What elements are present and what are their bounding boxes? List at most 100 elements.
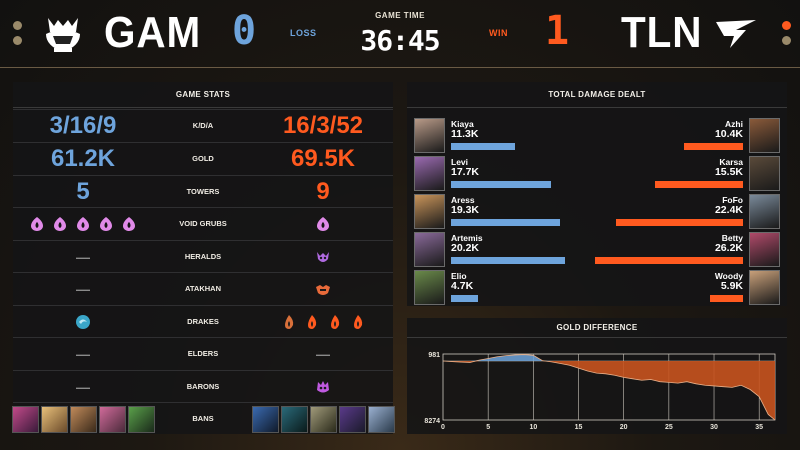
x-tick-label: 5 bbox=[486, 424, 490, 431]
stat-row-gold: 61.2K GOLD 69.5K bbox=[13, 142, 393, 174]
player-name: FoFo bbox=[722, 195, 743, 205]
gold-difference-title: GOLD DIFFERENCE bbox=[407, 318, 787, 338]
champion-portrait bbox=[414, 232, 445, 267]
gam-logo-icon bbox=[46, 18, 80, 52]
x-tick-label: 35 bbox=[755, 424, 763, 431]
right-team-score: 1 bbox=[545, 8, 570, 54]
champion-portrait bbox=[749, 232, 780, 267]
damage-bar bbox=[451, 257, 566, 264]
stat-row-elders: — ELDERS — bbox=[13, 337, 393, 369]
left-team-score: 0 bbox=[232, 8, 257, 54]
right-drakes bbox=[281, 314, 366, 330]
damage-bar bbox=[451, 219, 561, 226]
x-tick-label: 30 bbox=[710, 424, 718, 431]
left-menu-dots[interactable] bbox=[13, 21, 23, 47]
right-bans bbox=[251, 405, 395, 433]
player-name: Aress bbox=[451, 195, 475, 205]
damage-value: 17.7K bbox=[451, 166, 480, 178]
champion-portrait bbox=[749, 194, 780, 229]
ban-champion-portrait bbox=[11, 405, 39, 433]
stat-label: GOLD bbox=[192, 154, 214, 163]
stat-label: DRAKES bbox=[187, 317, 219, 326]
stat-row-towers: 5 TOWERS 9 bbox=[13, 175, 393, 207]
ban-champion-portrait bbox=[367, 405, 395, 433]
left-gold: 61.2K bbox=[50, 145, 116, 172]
damage-bar bbox=[451, 295, 478, 302]
gold-lead-area-left bbox=[443, 354, 775, 361]
x-tick-label: 20 bbox=[620, 424, 628, 431]
ban-champion-portrait bbox=[280, 405, 308, 433]
stat-label: HERALDS bbox=[184, 252, 222, 261]
gold-difference-line bbox=[442, 354, 776, 421]
damage-bar bbox=[709, 295, 743, 302]
total-damage-panel: TOTAL DAMAGE DEALT Kiaya 11.3K Azhi 10.4K Le… bbox=[407, 82, 787, 306]
stat-row-void-grubs: VOID GRUBS bbox=[13, 207, 393, 239]
player-name: Kiaya bbox=[451, 119, 474, 129]
baron-icon bbox=[317, 381, 329, 393]
damage-value: 11.3K bbox=[451, 128, 479, 140]
void-grub-icon bbox=[77, 217, 89, 231]
stat-label: VOID GRUBS bbox=[179, 219, 227, 228]
damage-bar bbox=[655, 181, 743, 188]
herald-icon bbox=[317, 252, 329, 262]
ban-champion-portrait bbox=[127, 405, 155, 433]
ocean-drake-icon bbox=[76, 315, 90, 329]
stat-row-heralds: — HERALDS bbox=[13, 240, 393, 272]
x-tick-label: 0 bbox=[441, 424, 445, 431]
right-gold: 69.5K bbox=[290, 145, 356, 172]
left-towers: 5 bbox=[76, 178, 90, 205]
damage-bar bbox=[595, 257, 743, 264]
player-name: Karsa bbox=[719, 157, 743, 167]
atakhan-icon bbox=[316, 285, 330, 295]
damage-bar bbox=[684, 143, 743, 150]
tln-logo-icon bbox=[716, 20, 756, 48]
left-elders: — bbox=[76, 346, 90, 362]
stat-label: TOWERS bbox=[186, 187, 220, 196]
right-elders: — bbox=[316, 346, 330, 362]
left-bans bbox=[11, 405, 155, 433]
stat-row-drakes: DRAKES bbox=[13, 305, 393, 337]
gold-difference-panel: GOLD DIFFERENCE 0 5 10 15 20 25 30 35 981 8274 bbox=[407, 318, 787, 434]
ban-champion-portrait bbox=[98, 405, 126, 433]
gold-difference-chart: 0 5 10 15 20 25 30 35 981 8274 bbox=[424, 352, 776, 431]
player-name: Woody bbox=[714, 271, 743, 281]
total-damage-title: TOTAL DAMAGE DEALT bbox=[407, 82, 787, 108]
left-heralds: — bbox=[76, 249, 90, 265]
void-grub-icon bbox=[31, 217, 43, 231]
y-top-label: 981 bbox=[428, 352, 440, 359]
stat-row-atakhan: — ATAKHAN bbox=[13, 272, 393, 304]
damage-value: 22.4K bbox=[714, 204, 743, 216]
x-tick-label: 25 bbox=[665, 424, 673, 431]
ban-champion-portrait bbox=[338, 405, 366, 433]
infernal-drake-icon bbox=[353, 315, 362, 329]
right-towers: 9 bbox=[316, 178, 330, 205]
stat-label: BARONS bbox=[186, 382, 220, 391]
right-menu-dots[interactable] bbox=[782, 21, 792, 47]
damage-value: 15.5K bbox=[714, 166, 743, 178]
x-tick-label: 10 bbox=[529, 424, 537, 431]
left-atakhan: — bbox=[76, 281, 90, 297]
left-barons: — bbox=[76, 379, 90, 395]
game-time-value: 36:45 bbox=[360, 24, 440, 57]
ban-champion-portrait bbox=[251, 405, 279, 433]
scoreboard-header: GAM 0 LOSS GAME TIME 36:45 WIN 1 TLN bbox=[0, 0, 800, 68]
player-name: Artemis bbox=[451, 233, 483, 243]
damage-value: 5.9K bbox=[720, 280, 743, 292]
game-stats-title: GAME STATS bbox=[13, 82, 393, 108]
stat-label: ELDERS bbox=[187, 349, 219, 358]
player-name: Betty bbox=[721, 233, 743, 243]
infernal-drake-icon bbox=[330, 315, 339, 329]
damage-bar bbox=[616, 219, 743, 226]
damage-value: 26.2K bbox=[714, 242, 743, 254]
void-grub-icon bbox=[317, 217, 329, 231]
stat-label: K/D/A bbox=[192, 121, 214, 130]
ban-champion-portrait bbox=[69, 405, 97, 433]
damage-bar bbox=[451, 143, 515, 150]
champion-portrait bbox=[414, 118, 445, 153]
damage-bar bbox=[451, 181, 551, 188]
left-kda: 3/16/9 bbox=[49, 112, 117, 139]
champion-portrait bbox=[749, 118, 780, 153]
void-grub-icon bbox=[100, 217, 112, 231]
void-grub-icon bbox=[123, 217, 135, 231]
player-name: Azhi bbox=[725, 119, 743, 129]
